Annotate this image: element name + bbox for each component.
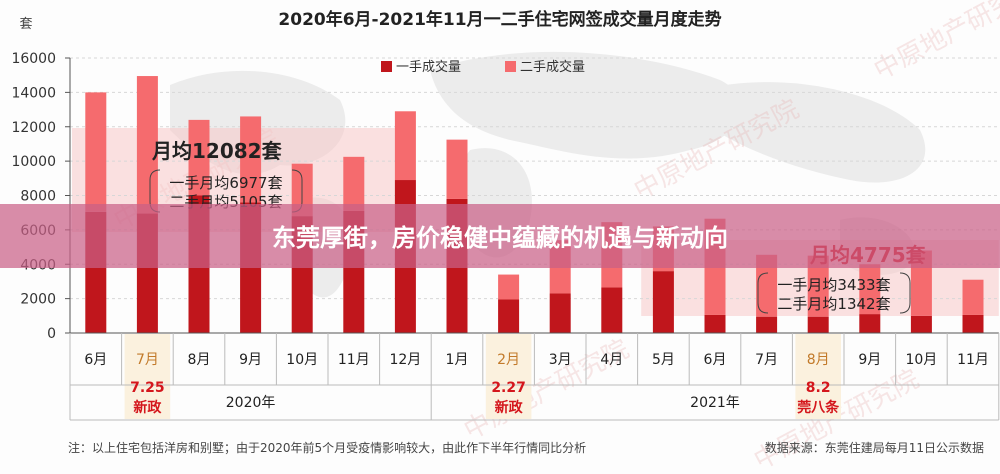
- bar-new-8: [498, 299, 520, 333]
- annotation-line-2020-new: 一手月均6977套: [169, 174, 282, 192]
- year-label-2020: 2020年: [226, 395, 276, 411]
- annotation-line-2021-new: 一手月均3433套: [777, 276, 890, 294]
- y-tick-label: 8000: [20, 189, 56, 205]
- bar-resale-8: [498, 274, 520, 300]
- x-tick-label-15: 9月: [858, 352, 881, 368]
- policy-date-2: 8.2: [806, 380, 831, 396]
- bar-resale-14: [807, 255, 829, 317]
- policy-name-2: 莞八条: [797, 399, 840, 416]
- bar-resale-2: [188, 119, 210, 196]
- y-axis-unit: 套: [19, 16, 32, 32]
- bar-resale-17: [962, 279, 984, 315]
- policy-highlight-0: [124, 334, 171, 419]
- y-tick-label: 12000: [11, 120, 56, 136]
- legend-swatch-new: [381, 61, 392, 72]
- data-source: 数据来源：东莞住建局每月11日公示数据: [765, 440, 984, 455]
- legend-label-resale: 二手成交量: [520, 59, 585, 75]
- bar-resale-0: [85, 92, 107, 212]
- y-axis: 0200040006000800010000120001400016000: [11, 51, 71, 342]
- x-tick-label-13: 7月: [755, 352, 778, 368]
- bar-resale-6: [394, 111, 416, 181]
- annotation-bracket-left-2021: [757, 272, 769, 314]
- legend: 一手成交量 二手成交量: [381, 59, 585, 75]
- bar-new-10: [601, 287, 623, 333]
- bar-new-15: [859, 314, 881, 333]
- watermark-text: 中原地产研究院: [869, 0, 1000, 86]
- policy-highlight-2: [795, 334, 841, 419]
- bar-new-9: [549, 293, 571, 333]
- x-tick-label-3: 9月: [239, 352, 262, 368]
- bar-new-13: [756, 316, 778, 333]
- bar-new-14: [807, 316, 829, 333]
- annotation-bracket-right-2021: [899, 272, 911, 314]
- policy-date-1: 2.27: [491, 380, 526, 396]
- x-tick-label-5: 11月: [338, 352, 370, 368]
- chart-title: 2020年6月-2021年11月一二手住宅网签成交量月度走势: [278, 9, 721, 30]
- x-tick-label-0: 6月: [84, 352, 107, 368]
- policy-name-1: 新政: [495, 399, 524, 416]
- x-axis: 6月 7月 8月 9月 10月 11月 12月 1月 2月 3月 4月 5月 6月 7月 8月 9月 10月 11…: [69, 332, 1000, 421]
- x-tick-label-8: 2月: [497, 352, 520, 368]
- bar-new-11: [652, 271, 674, 333]
- bar-resale-7: [446, 139, 468, 199]
- x-tick-label-16: 10月: [905, 352, 937, 368]
- x-tick-label-14: 8月: [807, 352, 830, 368]
- y-tick-label: 2000: [20, 292, 56, 308]
- y-tick-label: 10000: [11, 154, 56, 170]
- bar-resale-5: [343, 156, 365, 211]
- headline-banner: [0, 204, 1000, 268]
- x-tick-label-12: 6月: [704, 352, 727, 368]
- x-tick-label-9: 3月: [549, 352, 572, 368]
- policy-name-0: 新政: [133, 399, 162, 416]
- annotation-headline-2020: 月均12082套: [151, 139, 282, 163]
- x-tick-label-7: 1月: [446, 352, 469, 368]
- legend-label-new: 一手成交量: [396, 59, 461, 75]
- bar-resale-3: [240, 116, 262, 203]
- x-tick-label-10: 4月: [600, 352, 623, 368]
- bar-resale-1: [136, 76, 158, 214]
- bar-new-17: [962, 314, 984, 333]
- footnote: 注：以上住宅包括洋房和别墅；由于2020年前5个月受疫情影响较大，由此作下半年行…: [68, 440, 586, 455]
- bar-resale-15: [859, 264, 881, 315]
- x-tick-label-2: 8月: [188, 352, 211, 368]
- year-label-2021: 2021年: [690, 395, 740, 411]
- bar-new-16: [910, 315, 932, 333]
- x-tick-label-6: 12月: [389, 352, 421, 368]
- x-tick-label-4: 10月: [286, 352, 318, 368]
- x-tick-label-1: 7月: [136, 352, 159, 368]
- bar-resale-13: [756, 254, 778, 317]
- x-tick-label-17: 11月: [957, 352, 989, 368]
- annotation-line-2021-resale: 二手月均1342套: [777, 295, 890, 313]
- headline-banner-text: 东莞厚街，房价稳健中蕴藏的机遇与新动向: [272, 224, 728, 252]
- policy-highlight-1: [485, 334, 532, 419]
- y-tick-label: 0: [47, 326, 56, 342]
- policy-date-0: 7.25: [130, 380, 165, 396]
- legend-swatch-resale: [505, 61, 516, 72]
- y-tick-label: 14000: [11, 85, 56, 101]
- y-tick-label: 16000: [11, 51, 56, 67]
- x-tick-label-11: 5月: [652, 352, 675, 368]
- bar-new-12: [704, 314, 726, 333]
